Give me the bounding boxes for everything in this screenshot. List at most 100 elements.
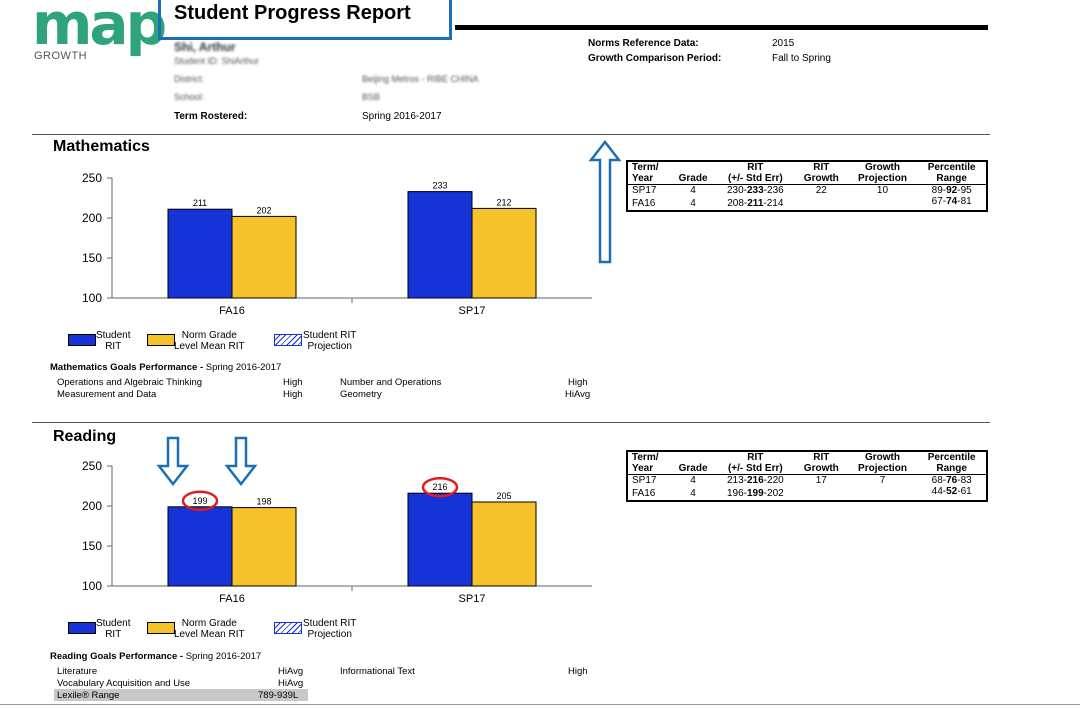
cell-grade: 4 xyxy=(690,487,696,499)
legend-projection-label: Student RIT Projection xyxy=(303,618,357,640)
cell-rit: 208-211-214 xyxy=(727,197,784,209)
growth-period-label: Growth Comparison Period: xyxy=(588,53,722,64)
legend-norm-swatch xyxy=(147,334,175,346)
school-label: School: xyxy=(174,92,205,102)
math-results-table: Term/Year Grade RIT (+/- Std Err) RIT Grow… xyxy=(626,160,988,212)
y-tick-label: 150 xyxy=(82,539,102,553)
table-header-row: Term/Year Grade RIT (+/- Std Err) RIT Grow… xyxy=(627,451,987,475)
cell-grade: 4 xyxy=(690,475,696,486)
reading-goals-title: Reading Goals Performance - Spring 2016-… xyxy=(50,651,262,662)
term-rostered-value: Spring 2016-2017 xyxy=(362,111,442,122)
term-rostered-label: Term Rostered: xyxy=(174,111,248,122)
norm-mean-bar xyxy=(231,507,297,587)
legend-student-swatch xyxy=(68,622,96,634)
reading-goal-name: Informational Text xyxy=(340,666,415,677)
legend-norm-swatch xyxy=(147,622,175,634)
y-tick-label: 100 xyxy=(82,291,102,305)
norm-mean-bar xyxy=(231,215,297,299)
map-logo: map xyxy=(32,0,167,58)
cell-projection xyxy=(848,486,918,501)
norm-mean-bar xyxy=(471,207,537,299)
student-rit-bar xyxy=(407,492,473,587)
cell-growth xyxy=(795,196,848,211)
lexile-label: Lexile® Range xyxy=(57,690,120,701)
cell-projection: 7 xyxy=(879,475,886,486)
cell-percentile: 68-76-83 xyxy=(931,475,972,486)
x-tick-label: SP17 xyxy=(459,593,486,605)
cell-percentile: 89-92-95 xyxy=(931,185,972,196)
col-grade: Grade xyxy=(678,173,708,184)
col-grade: Grade xyxy=(678,463,708,474)
col-percentile: Percentile Range xyxy=(927,452,976,474)
col-rit: RIT (+/- Std Err) xyxy=(727,162,783,184)
highlight-circle xyxy=(181,490,219,512)
math-goal-name: Geometry xyxy=(340,389,382,400)
legend-norm-label: Norm Grade Level Mean RIT xyxy=(174,618,245,640)
legend-projection-swatch xyxy=(274,622,302,634)
legend-student-label: Student RIT xyxy=(96,618,131,640)
y-tick-label: 100 xyxy=(82,579,102,593)
norms-ref-label: Norms Reference Data: xyxy=(588,38,699,49)
cell-growth xyxy=(795,486,848,501)
lexile-value: 789-939L xyxy=(258,690,299,701)
cell-term: FA16 xyxy=(632,197,656,209)
title-highlight-box xyxy=(158,0,452,40)
math-section-rule xyxy=(32,134,990,135)
col-term: Term/Year xyxy=(632,162,659,184)
y-tick-label: 150 xyxy=(82,251,102,265)
district-label: District: xyxy=(174,74,204,84)
student-rit-bar xyxy=(407,191,473,299)
col-growth: RIT Growth xyxy=(803,452,839,474)
down-arrow-annotation xyxy=(156,436,190,486)
cell-grade: 4 xyxy=(690,185,696,196)
growth-period-value: Fall to Spring xyxy=(772,53,831,64)
bar-value-label: 199 xyxy=(192,496,207,506)
cell-projection xyxy=(848,196,918,211)
math-bar-chart: 100 150 200 250 FA16 211 202 SP17 233 212 xyxy=(82,171,592,317)
cell-grade: 4 xyxy=(690,197,696,209)
reading-section-rule xyxy=(32,422,990,423)
school-value: BSB xyxy=(362,92,381,102)
x-tick-label: FA16 xyxy=(219,305,245,317)
bar-value-label: 202 xyxy=(256,205,271,215)
map-logo-subtitle: GROWTH xyxy=(34,50,88,62)
math-goal-level: High xyxy=(283,389,303,400)
up-arrow-annotation xyxy=(588,140,622,264)
bar-value-label: 212 xyxy=(496,197,511,207)
legend-student-label: Student RIT xyxy=(96,330,131,352)
bar-value-label: 198 xyxy=(256,497,271,507)
bar-value-label: 205 xyxy=(496,491,511,501)
y-tick-label: 250 xyxy=(82,171,102,185)
student-id: Student ID: ShiArthur xyxy=(174,56,260,66)
reading-goal-level: HiAvg xyxy=(278,666,304,677)
district-value: Beijing Metros - RIBE CHINA xyxy=(362,74,479,84)
cell-term: FA16 xyxy=(632,487,656,499)
legend-student-swatch xyxy=(68,334,96,346)
math-goal-name: Number and Operations xyxy=(340,377,442,388)
reading-goal-level: HiAvg xyxy=(278,678,304,689)
math-goal-level: High xyxy=(568,377,588,388)
y-tick-label: 200 xyxy=(82,499,102,513)
col-projection: Growth Projection xyxy=(858,162,907,184)
y-tick-label: 200 xyxy=(82,211,102,225)
table-header-row: Term/Year Grade RIT (+/- Std Err) RIT Grow… xyxy=(627,161,987,185)
cell-term: SP17 xyxy=(632,185,657,196)
norm-mean-bar xyxy=(471,501,537,587)
reading-results-table: Term/Year Grade RIT (+/- Std Err) RIT Grow… xyxy=(626,450,988,502)
reading-goal-level: High xyxy=(568,666,588,677)
math-section-title: Mathematics xyxy=(53,138,150,155)
table-row: FA16 4 196-199-202 44-52-61 xyxy=(627,486,987,501)
math-goal-name: Measurement and Data xyxy=(57,389,157,400)
cell-percentile: 67-74-81 xyxy=(931,196,972,207)
norms-ref-value: 2015 xyxy=(772,38,795,49)
col-term: Term/Year xyxy=(632,452,659,474)
col-projection: Growth Projection xyxy=(858,452,907,474)
table-row: SP17 4 230-233-236 22 10 89-92-95 xyxy=(627,184,987,196)
cell-rit: 213-216-220 xyxy=(726,475,784,486)
bar-value-label: 216 xyxy=(432,482,447,492)
cell-term: SP17 xyxy=(632,475,657,486)
cell-projection: 10 xyxy=(876,185,889,196)
reading-bar-chart: 100 150 200 250 FA16 199 198 SP17 216 205 xyxy=(82,459,592,605)
bar-value-label: 233 xyxy=(432,181,447,191)
table-row: SP17 4 213-216-220 17 7 68-76-83 xyxy=(627,474,987,486)
